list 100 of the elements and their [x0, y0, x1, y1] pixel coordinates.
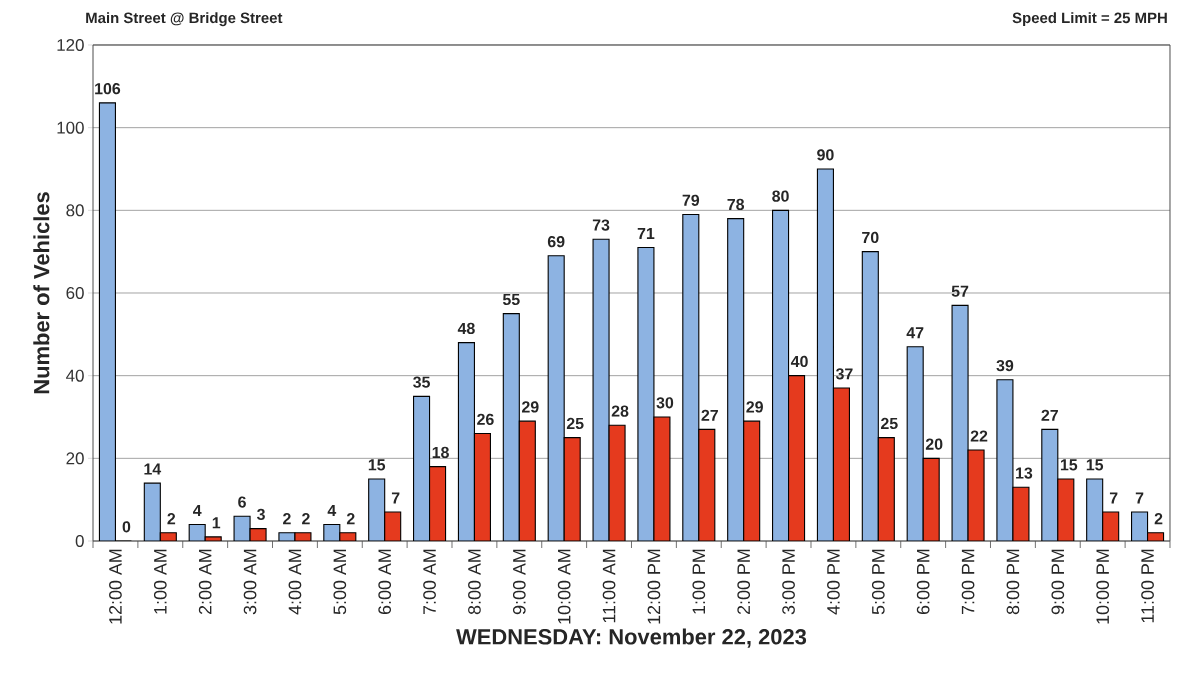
bar [502, 313, 520, 541]
data-label: 7 [1109, 492, 1118, 504]
data-label: 28 [611, 405, 629, 417]
bar [906, 346, 924, 541]
data-label: 2 [167, 513, 176, 525]
data-label: 4 [327, 504, 337, 516]
x-tick-label: 2:00 PM [737, 549, 751, 615]
data-label: 27 [1041, 409, 1058, 421]
x-tick-label: 8:00 PM [1006, 549, 1020, 615]
data-label: 29 [521, 401, 539, 413]
y-axis-title: Number of Vehicles [33, 192, 50, 394]
bar [98, 102, 116, 541]
bar [563, 437, 581, 541]
data-label: 27 [701, 409, 718, 421]
bar [518, 420, 536, 541]
data-label: 40 [790, 355, 808, 368]
data-label: 47 [906, 327, 924, 339]
data-label: 78 [727, 198, 745, 211]
data-label: 26 [477, 413, 494, 425]
data-label: 13 [1016, 467, 1033, 479]
bar [861, 251, 879, 541]
chart-subtitle: Speed Limit = 25 MPH [1012, 12, 1167, 27]
y-tick-label: 40 [66, 369, 84, 382]
data-label: 106 [95, 83, 121, 95]
bar [1057, 478, 1075, 541]
data-label: 39 [996, 359, 1014, 372]
x-tick-label: 11:00 PM [1141, 549, 1154, 623]
data-label: 30 [656, 397, 674, 409]
data-label: 37 [835, 368, 853, 380]
data-label: 0 [122, 521, 131, 533]
data-label: 1 [212, 517, 221, 529]
x-tick-label: 12:00 PM [647, 549, 661, 624]
data-label: 2 [346, 513, 355, 525]
data-label: 4 [192, 504, 202, 516]
x-tick-label: 12:00 AM [109, 549, 122, 624]
x-tick-label: 3:00 PM [782, 549, 795, 615]
bar [727, 218, 745, 541]
y-tick-label: 20 [66, 452, 84, 465]
data-label: 55 [502, 294, 520, 306]
bar [816, 168, 834, 541]
x-tick-label: 7:00 PM [961, 549, 975, 615]
x-tick-label: 11:00 AM [602, 549, 616, 623]
data-label: 90 [817, 149, 834, 161]
data-label: 73 [592, 219, 610, 231]
bar [788, 375, 806, 541]
data-label: 25 [880, 417, 898, 430]
data-label: 79 [682, 194, 700, 206]
x-tick-label: 1:00 AM [153, 549, 167, 614]
chart-title: Main Street @ Bridge Street [86, 12, 283, 27]
data-label: 57 [951, 285, 969, 297]
x-tick-label: 7:00 AM [423, 549, 436, 615]
data-label: 48 [457, 322, 475, 335]
data-label: 15 [1086, 459, 1104, 471]
data-label: 29 [746, 401, 763, 413]
x-axis-title: WEDNESDAY: November 22, 2023 [456, 628, 807, 648]
bar [473, 432, 491, 541]
y-tick-label: 0 [75, 535, 84, 547]
x-tick-label: 10:00 AM [557, 549, 571, 624]
data-label: 80 [772, 190, 789, 202]
x-tick-label: 1:00 PM [692, 549, 706, 614]
data-label: 14 [144, 463, 162, 475]
data-label: 7 [391, 492, 400, 504]
x-tick-label: 5:00 PM [871, 549, 885, 615]
data-label: 2 [1154, 513, 1163, 525]
bar [772, 209, 790, 541]
bar [1041, 428, 1059, 541]
bar [877, 437, 895, 541]
data-label: 2 [302, 513, 310, 525]
data-label: 18 [432, 446, 449, 459]
bar [922, 457, 940, 541]
bar [429, 466, 447, 541]
bar [368, 479, 385, 541]
y-tick-label: 60 [66, 287, 84, 299]
data-label: 7 [1135, 492, 1144, 504]
x-tick-label: 9:00 PM [1051, 549, 1065, 615]
data-label: 2 [283, 513, 291, 525]
data-label: 20 [925, 438, 943, 450]
data-label: 25 [566, 417, 584, 430]
data-label: 3 [256, 508, 265, 521]
bar [457, 342, 475, 541]
bar [413, 395, 431, 541]
bar [143, 482, 161, 541]
bar [832, 387, 850, 541]
x-tick-label: 6:00 AM [378, 549, 392, 615]
data-label: 15 [368, 459, 386, 471]
x-tick-label: 6:00 PM [916, 549, 930, 615]
data-label: 69 [547, 235, 565, 248]
x-tick-label: 8:00 AM [468, 549, 481, 615]
bar [743, 420, 761, 541]
bar [682, 213, 700, 541]
bar [547, 255, 565, 541]
x-tick-label: 5:00 AM [333, 549, 347, 615]
y-tick-label: 120 [57, 39, 84, 51]
data-label: 70 [862, 231, 879, 244]
x-tick-label: 4:00 AM [288, 549, 302, 615]
y-tick-label: 80 [66, 204, 84, 217]
x-tick-label: 10:00 PM [1096, 549, 1110, 624]
data-label: 71 [637, 228, 655, 239]
data-label: 15 [1060, 459, 1078, 471]
x-tick-label: 9:00 AM [512, 549, 526, 615]
